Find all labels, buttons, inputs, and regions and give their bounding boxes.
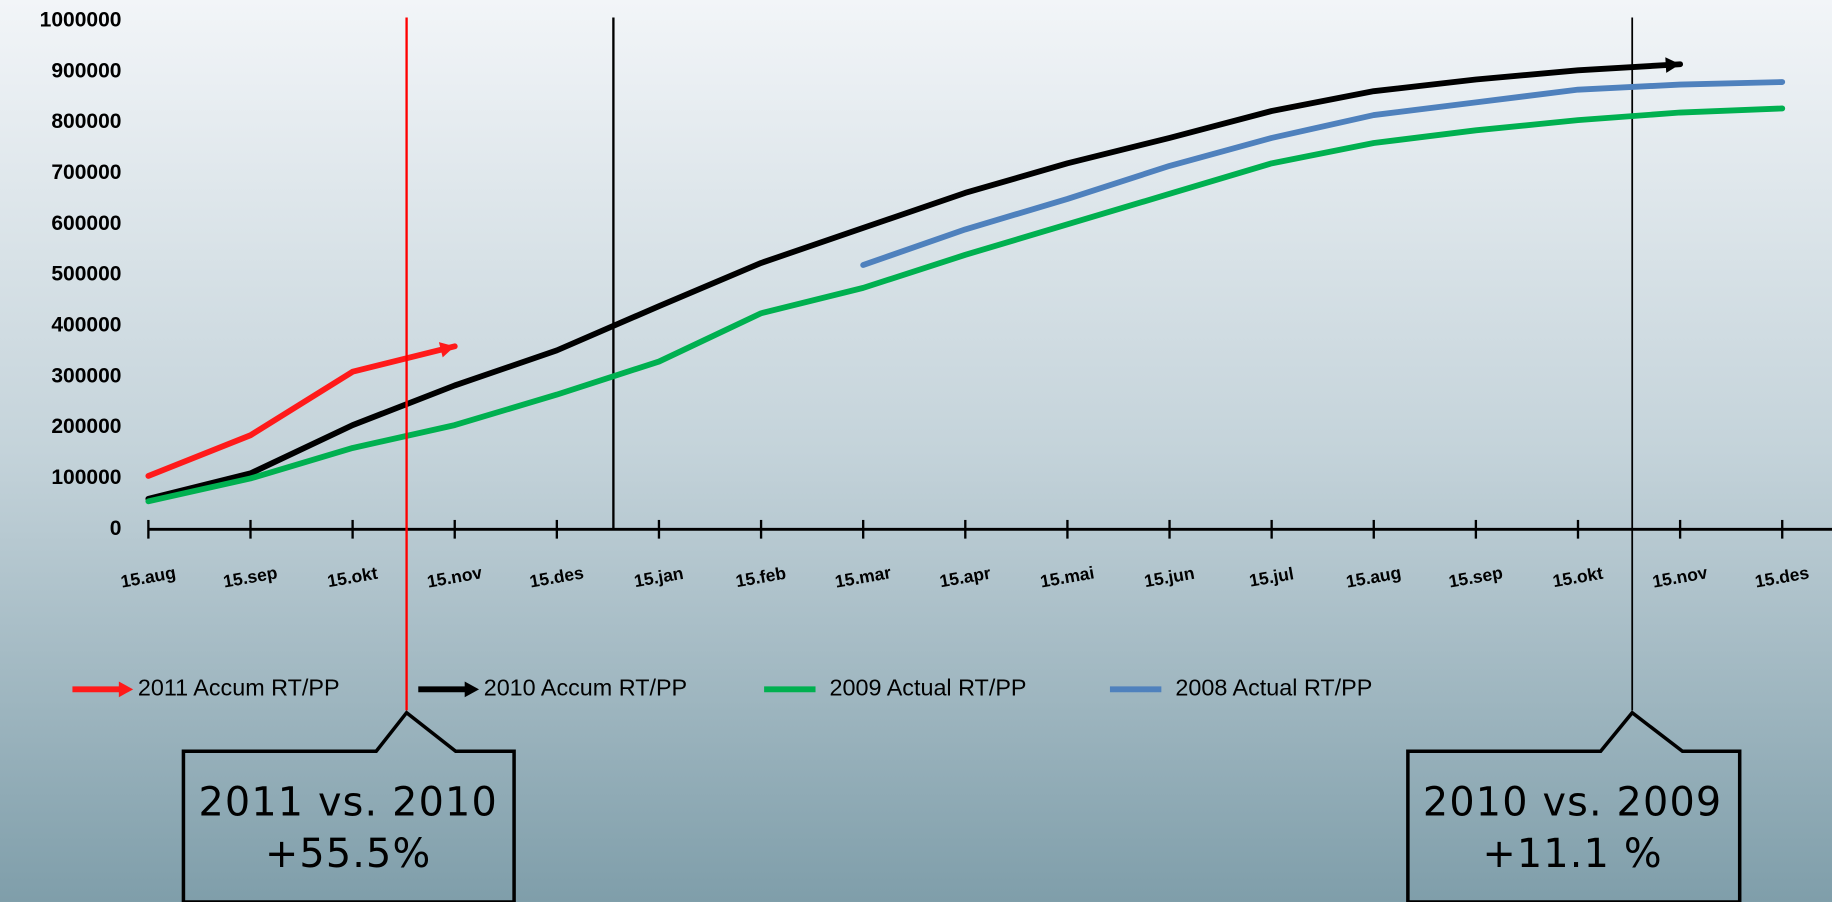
annotation: 2011 vs. 2010 bbox=[198, 780, 497, 826]
arrow-head bbox=[464, 681, 480, 698]
series-line bbox=[145, 105, 1786, 505]
y-tick-label: 800000 bbox=[51, 110, 121, 133]
series-line bbox=[145, 61, 1684, 502]
y-tick-label: 100000 bbox=[51, 466, 121, 489]
y-tick-label: 700000 bbox=[51, 161, 121, 184]
legend-label: 2008 Actual RT/PP bbox=[1175, 675, 1372, 701]
arrow-head bbox=[438, 342, 455, 358]
y-tick-label: 400000 bbox=[51, 314, 121, 337]
y-tick-label: 200000 bbox=[51, 415, 121, 438]
plot: 0 100000 200000 300000 400000 500000 600000 700… bbox=[40, 9, 1832, 701]
y-tick-label: 300000 bbox=[51, 364, 121, 387]
y-tick-label: 0 bbox=[110, 517, 122, 540]
annotation: +11.1 % bbox=[1482, 831, 1662, 877]
y-tick-label: 900000 bbox=[51, 59, 121, 82]
series-line bbox=[145, 343, 458, 479]
legend-label: 2010 Accum RT/PP bbox=[484, 675, 687, 701]
annotation: +55.5% bbox=[265, 831, 431, 877]
series-line bbox=[860, 79, 1786, 268]
arrow-head bbox=[118, 681, 134, 698]
annotation: 2010 vs. 2009 bbox=[1423, 780, 1722, 826]
arrow-head bbox=[1665, 57, 1681, 73]
y-tick-label: 600000 bbox=[51, 212, 121, 235]
legend-label: 2009 Actual RT/PP bbox=[830, 675, 1027, 701]
y-tick-label: 500000 bbox=[51, 263, 121, 286]
legend-label: 2011 Accum RT/PP bbox=[138, 675, 340, 701]
y-tick-label: 1000000 bbox=[40, 9, 122, 32]
